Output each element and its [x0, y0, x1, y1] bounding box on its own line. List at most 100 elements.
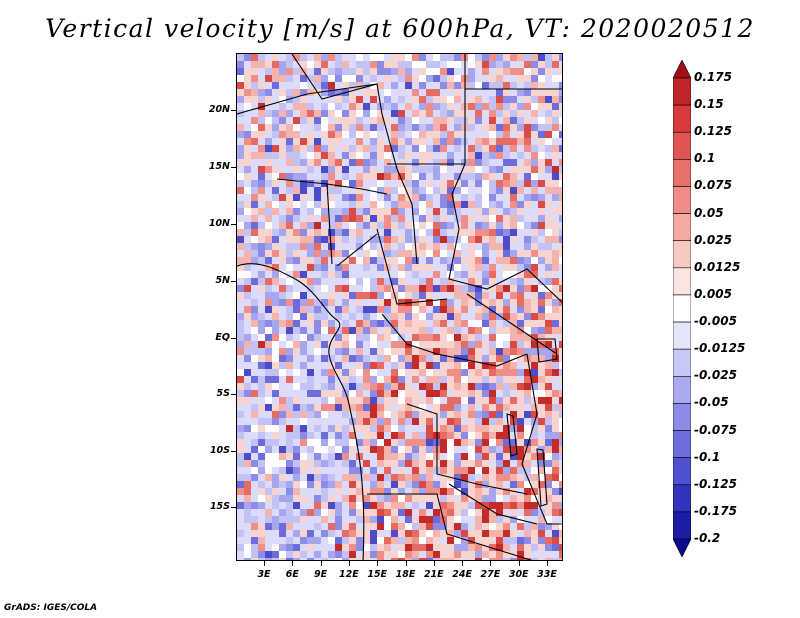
field-cell: [405, 159, 413, 167]
field-cell: [461, 320, 469, 328]
field-cell: [545, 54, 553, 62]
field-cell: [510, 327, 518, 335]
field-cell: [538, 334, 546, 342]
field-cell: [300, 257, 308, 265]
field-cell: [286, 201, 294, 209]
field-cell: [412, 159, 420, 167]
field-cell: [440, 208, 448, 216]
lat-tick: [231, 394, 236, 395]
field-cell: [384, 404, 392, 412]
field-cell: [335, 516, 343, 524]
field-cell: [552, 516, 560, 524]
field-cell: [279, 334, 287, 342]
field-cell: [426, 180, 434, 188]
field-cell: [349, 257, 357, 265]
field-cell: [335, 131, 343, 139]
field-cell: [307, 551, 315, 559]
field-cell: [293, 278, 301, 286]
field-cell: [335, 236, 343, 244]
field-cell: [307, 215, 315, 223]
field-cell: [531, 285, 539, 293]
field-cell: [405, 152, 413, 160]
field-cell: [489, 362, 497, 370]
field-cell: [531, 369, 539, 377]
field-cell: [314, 341, 322, 349]
field-cell: [531, 453, 539, 461]
field-cell: [426, 229, 434, 237]
field-cell: [391, 285, 399, 293]
field-cell: [405, 180, 413, 188]
field-cell: [545, 285, 553, 293]
field-cell: [258, 341, 266, 349]
field-cell: [405, 376, 413, 384]
field-cell: [244, 488, 252, 496]
field-cell: [258, 75, 266, 83]
field-cell: [272, 278, 280, 286]
field-cell: [363, 173, 371, 181]
field-cell: [468, 558, 476, 560]
field-cell: [363, 495, 371, 503]
lon-tick: [377, 561, 379, 566]
field-cell: [426, 264, 434, 272]
field-cell: [377, 61, 385, 69]
field-cell: [272, 201, 280, 209]
field-cell: [454, 173, 462, 181]
field-cell: [237, 453, 245, 461]
field-cell: [272, 376, 280, 384]
field-cell: [342, 117, 350, 125]
field-cell: [517, 404, 525, 412]
field-cell: [377, 313, 385, 321]
field-cell: [349, 54, 357, 62]
field-cell: [314, 362, 322, 370]
field-cell: [461, 404, 469, 412]
field-cell: [454, 502, 462, 510]
field-cell: [405, 320, 413, 328]
field-cell: [419, 103, 427, 111]
field-cell: [251, 89, 259, 97]
field-cell: [349, 481, 357, 489]
field-cell: [244, 187, 252, 195]
field-cell: [454, 166, 462, 174]
field-cell: [384, 453, 392, 461]
field-cell: [475, 82, 483, 90]
field-cell: [356, 397, 364, 405]
field-cell: [489, 68, 497, 76]
field-cell: [496, 544, 504, 552]
field-cell: [468, 145, 476, 153]
field-cell: [538, 418, 546, 426]
field-cell: [251, 166, 259, 174]
field-cell: [286, 229, 294, 237]
field-cell: [314, 327, 322, 335]
field-cell: [244, 481, 252, 489]
field-cell: [538, 96, 546, 104]
field-cell: [251, 467, 259, 475]
field-cell: [286, 474, 294, 482]
field-cell: [524, 250, 532, 258]
field-cell: [524, 138, 532, 146]
field-cell: [454, 285, 462, 293]
field-cell: [237, 299, 245, 307]
field-cell: [384, 509, 392, 517]
field-cell: [244, 292, 252, 300]
field-cell: [426, 334, 434, 342]
field-cell: [524, 439, 532, 447]
field-cell: [356, 145, 364, 153]
field-cell: [286, 495, 294, 503]
field-cell: [328, 348, 336, 356]
field-cell: [545, 558, 553, 560]
field-cell: [538, 82, 546, 90]
field-cell: [531, 201, 539, 209]
field-cell: [489, 467, 497, 475]
field-cell: [300, 103, 308, 111]
field-cell: [321, 278, 329, 286]
field-cell: [349, 299, 357, 307]
field-cell: [279, 446, 287, 454]
field-cell: [531, 236, 539, 244]
field-cell: [447, 390, 455, 398]
field-cell: [531, 495, 539, 503]
field-cell: [272, 138, 280, 146]
field-cell: [300, 341, 308, 349]
field-cell: [489, 236, 497, 244]
field-cell: [545, 418, 553, 426]
field-cell: [545, 117, 553, 125]
